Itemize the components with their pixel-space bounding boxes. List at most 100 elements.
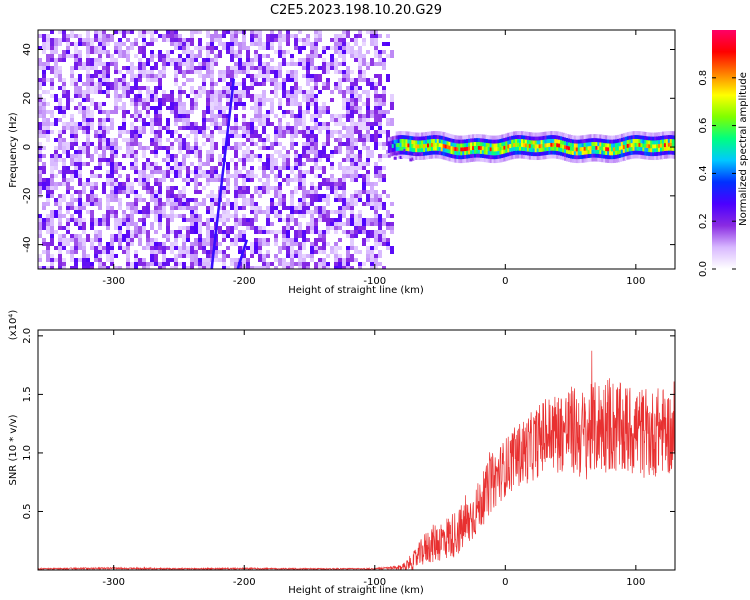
heatmap-cell [46, 102, 50, 106]
heatmap-cell [158, 142, 162, 146]
heatmap-cell [182, 42, 186, 46]
heatmap-cell [246, 178, 250, 182]
heatmap-cell [114, 46, 118, 50]
heatmap-cell [226, 214, 230, 218]
heatmap-cell [178, 194, 182, 198]
heatmap-cell [222, 118, 226, 126]
heatmap-cell [166, 198, 170, 202]
heatmap-cell [650, 132, 654, 137]
heatmap-cell [475, 145, 479, 150]
heatmap-cell [618, 153, 622, 158]
heatmap-cell [542, 139, 546, 144]
heatmap-cell [354, 226, 358, 230]
heatmap-cell [234, 234, 238, 242]
heatmap-cell [122, 250, 126, 254]
heatmap-cell [170, 102, 174, 110]
heatmap-cell [214, 142, 218, 150]
snr-x-ticks: -300 -200 -100 0 100 [102, 330, 645, 588]
heatmap-cell [126, 258, 130, 262]
heatmap-cell [423, 136, 427, 141]
heatmap-cell [150, 210, 154, 214]
heatmap-cell [206, 266, 210, 269]
heatmap-cell [218, 102, 222, 106]
heatmap-cell [282, 154, 286, 158]
heatmap-cell [122, 246, 126, 250]
heatmap-cell [82, 114, 86, 118]
heatmap-cell [242, 214, 246, 218]
heatmap-cell [126, 266, 130, 269]
heatmap-cell [318, 34, 322, 38]
heatmap-cell [130, 262, 134, 269]
heatmap-cell [290, 218, 294, 222]
heatmap-cell [118, 238, 122, 246]
heatmap-cell [648, 155, 652, 160]
heatmap-cell [174, 122, 178, 126]
heatmap-cell [166, 170, 170, 174]
heatmap-cell [489, 139, 493, 144]
heatmap-cell [318, 182, 322, 186]
heatmap-cell [425, 139, 429, 144]
heatmap-cell [544, 143, 548, 148]
heatmap-cell [98, 130, 102, 134]
heatmap-cell [154, 194, 158, 198]
heatmap-cell [114, 58, 118, 62]
heatmap-cell [540, 151, 544, 156]
heatmap-cell [202, 46, 206, 50]
heatmap-cell [491, 139, 495, 144]
heatmap-cell [106, 226, 110, 230]
heatmap-cell [382, 206, 386, 210]
heatmap-cell [166, 166, 170, 170]
heatmap-cell [98, 238, 102, 242]
heatmap-cell [50, 130, 54, 134]
heatmap-cell [214, 90, 218, 98]
heatmap-cell [234, 198, 238, 202]
heatmap-cell [536, 155, 540, 160]
heatmap-cell [210, 158, 214, 162]
heatmap-cell [126, 38, 130, 42]
heatmap-cell [391, 147, 395, 152]
heatmap-cell [382, 154, 386, 158]
heatmap-cell [554, 142, 558, 147]
heatmap-cell [90, 194, 94, 198]
heatmap-cell [294, 262, 298, 266]
heatmap-cell [118, 218, 122, 226]
heatmap-cell [560, 151, 564, 156]
heatmap-cell [150, 242, 154, 246]
heatmap-cell [122, 154, 126, 158]
heatmap-cell [170, 186, 174, 194]
heatmap-cell [413, 152, 417, 156]
heatmap-cell [146, 174, 150, 182]
heatmap-cell [350, 166, 354, 170]
heatmap-cell [62, 114, 66, 118]
heatmap-cell [286, 218, 290, 222]
heatmap-cell [519, 138, 523, 143]
heatmap-cell [150, 66, 154, 70]
heatmap-cell [306, 54, 310, 58]
heatmap-cell [130, 66, 134, 70]
heatmap-cell [573, 155, 577, 160]
heatmap-cell [334, 62, 338, 66]
heatmap-cell [94, 222, 98, 226]
heatmap-cell [632, 138, 636, 143]
heatmap-cell [444, 144, 448, 149]
heatmap-cell [54, 258, 58, 262]
heatmap-cell [659, 139, 663, 144]
heatmap-cell [409, 155, 413, 160]
heatmap-cell [222, 266, 226, 269]
heatmap-cell [483, 138, 487, 143]
heatmap-cell [158, 118, 162, 126]
heatmap-cell [70, 194, 74, 198]
heatmap-cell [246, 190, 250, 194]
heatmap-cell [70, 54, 74, 58]
heatmap-cell [278, 82, 282, 90]
heatmap-cell [94, 106, 98, 110]
heatmap-cell [46, 218, 50, 222]
heatmap-cell [362, 202, 366, 206]
heatmap-cell [571, 139, 575, 144]
heatmap-cell [210, 210, 214, 218]
heatmap-cell [405, 143, 409, 148]
heatmap-cell [258, 210, 262, 214]
heatmap-cell [430, 131, 434, 136]
heatmap-cell [358, 266, 362, 269]
heatmap-cell [489, 155, 493, 160]
